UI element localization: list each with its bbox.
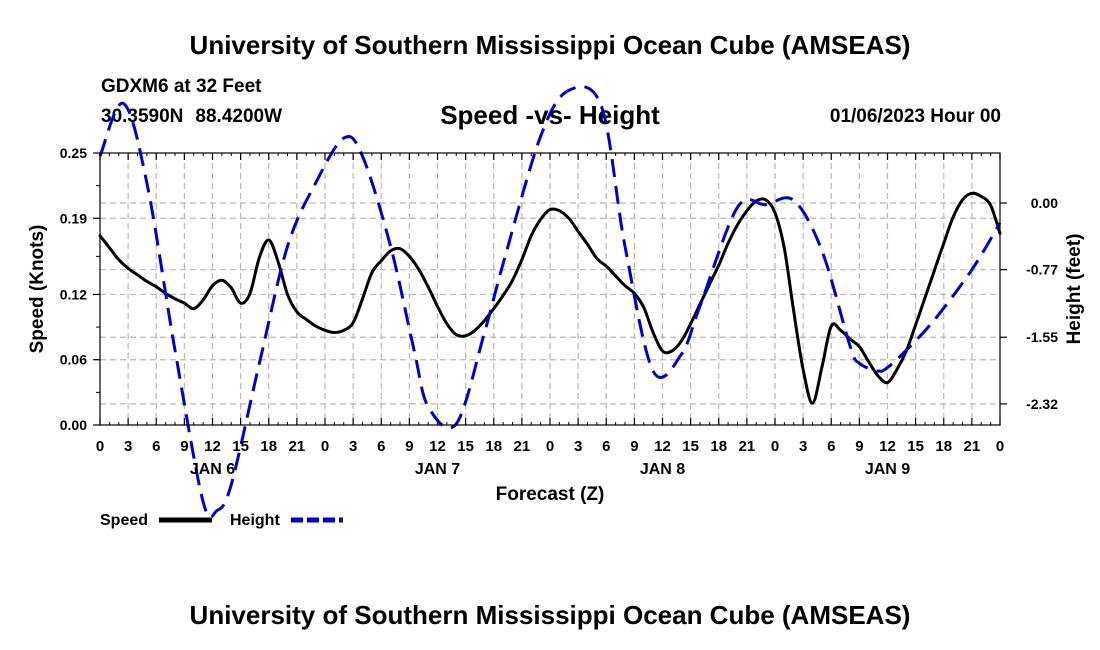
x-tick-label: 9 bbox=[180, 438, 188, 455]
footer-title: University of Southern Mississippi Ocean… bbox=[189, 600, 911, 630]
x-tick-label: 0 bbox=[546, 438, 554, 455]
x-tick-label: 6 bbox=[377, 438, 385, 455]
x-tick-label: 12 bbox=[204, 438, 221, 455]
y2-tick-label: -2.32 bbox=[1026, 396, 1058, 412]
day-label: JAN 9 bbox=[865, 461, 910, 478]
x-tick-label: 12 bbox=[429, 438, 446, 455]
series-lines bbox=[98, 85, 1002, 519]
day-label: JAN 6 bbox=[190, 461, 235, 478]
latitude-label: 30.3590N bbox=[101, 106, 184, 127]
x-tick-label: 18 bbox=[935, 438, 952, 455]
x-tick-label: 6 bbox=[152, 438, 160, 455]
day-label: JAN 8 bbox=[640, 461, 685, 478]
y-tick-label: 0.12 bbox=[60, 286, 87, 302]
y-tick-label: 0.25 bbox=[60, 145, 87, 161]
x-tick-label: 6 bbox=[602, 438, 610, 455]
x-tick-label: 12 bbox=[654, 438, 671, 455]
coordinates: 30.3590N 88.4200W bbox=[101, 106, 282, 128]
y-axis-right: 0.00 -0.77 -1.55 -2.32 Height (feet) bbox=[1000, 195, 1085, 412]
legend: Speed Height bbox=[100, 512, 343, 529]
x-tick-label: 9 bbox=[405, 438, 413, 455]
x-tick-label: 12 bbox=[879, 438, 896, 455]
x-tick-label: 15 bbox=[907, 438, 924, 455]
x-tick-label: 15 bbox=[682, 438, 699, 455]
y2-tick-label: -1.55 bbox=[1026, 329, 1058, 345]
longitude-label: 88.4200W bbox=[195, 106, 283, 127]
y2-tick-label: 0.00 bbox=[1031, 195, 1058, 211]
x-tick-label: 18 bbox=[710, 438, 727, 455]
legend-label-speed: Speed bbox=[100, 512, 148, 529]
x-tick-label: 9 bbox=[630, 438, 638, 455]
y-tick-label: 0.06 bbox=[60, 352, 87, 368]
x-tick-label: 21 bbox=[739, 438, 756, 455]
x-tick-label: 3 bbox=[349, 438, 357, 455]
x-axis: 0 3 6 9 12 15 18 21 0 3 6 9 12 15 18 21 0 3 6 9 12 15 18 21 0 3 6 9… bbox=[96, 153, 1004, 505]
series-line-speed bbox=[98, 191, 1002, 405]
station-label: GDXM6 at 32 Feet bbox=[101, 76, 262, 97]
y-tick-label: 0.00 bbox=[60, 417, 87, 433]
x-tick-label: 3 bbox=[124, 438, 132, 455]
report-title: University of Southern Mississippi Ocean… bbox=[189, 30, 911, 60]
y-tick-label: 0.19 bbox=[60, 210, 87, 226]
x-tick-label: 21 bbox=[289, 438, 306, 455]
forecast-datetime: 01/06/2023 Hour 00 bbox=[829, 106, 1001, 127]
x-axis-title: Forecast (Z) bbox=[496, 484, 605, 505]
x-tick-label: 0 bbox=[321, 438, 329, 455]
x-tick-label: 0 bbox=[771, 438, 779, 455]
y-axis-title: Speed (Knots) bbox=[27, 225, 48, 354]
legend-label-height: Height bbox=[230, 512, 280, 529]
x-tick-label: 15 bbox=[232, 438, 249, 455]
x-tick-label: 18 bbox=[260, 438, 277, 455]
x-tick-label: 0 bbox=[96, 438, 104, 455]
series-line-height bbox=[98, 85, 1002, 519]
x-tick-label: 0 bbox=[996, 438, 1004, 455]
x-tick-label: 18 bbox=[485, 438, 502, 455]
x-tick-label: 9 bbox=[855, 438, 863, 455]
x-tick-label: 21 bbox=[514, 438, 531, 455]
grid-lines bbox=[100, 153, 1000, 425]
x-tick-label: 3 bbox=[799, 438, 807, 455]
x-tick-label: 3 bbox=[574, 438, 582, 455]
x-tick-label: 21 bbox=[964, 438, 981, 455]
y-axis-left: 0.00 0.06 0.12 0.19 0.25 Speed (Knots) bbox=[27, 145, 100, 433]
x-tick-label: 6 bbox=[827, 438, 835, 455]
y2-tick-label: -0.77 bbox=[1026, 262, 1058, 278]
x-tick-label: 15 bbox=[457, 438, 474, 455]
day-label: JAN 7 bbox=[415, 461, 460, 478]
y2-axis-title: Height (feet) bbox=[1064, 234, 1085, 345]
